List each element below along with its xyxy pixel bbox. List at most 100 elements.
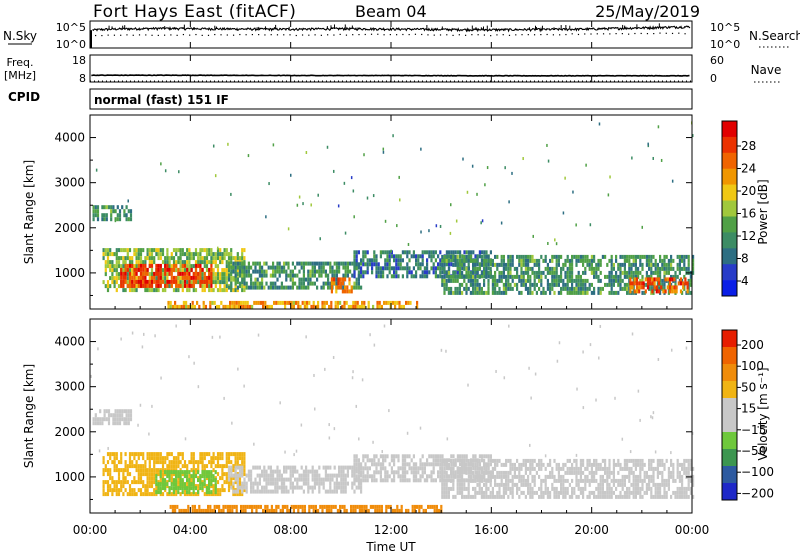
heatmap-cell xyxy=(571,470,574,475)
heatmap-cell xyxy=(398,508,401,513)
heatmap-cell xyxy=(478,478,481,483)
heatmap-cell xyxy=(401,478,404,483)
heatmap-cell xyxy=(150,248,154,253)
heatmap-cell xyxy=(285,277,288,282)
heatmap-cell xyxy=(113,452,116,457)
range-tick-label: 4000 xyxy=(54,131,85,145)
heatmap-cell xyxy=(131,260,134,265)
heatmap-cell xyxy=(353,462,356,467)
heatmap-scatter-cell xyxy=(621,437,624,441)
heatmap-cell xyxy=(190,460,193,465)
heatmap-cell xyxy=(230,265,233,270)
heatmap-cell xyxy=(241,469,244,474)
heatmap-cell xyxy=(474,454,477,459)
heatmap-cell xyxy=(483,466,486,471)
heatmap-cell xyxy=(663,462,666,467)
heatmap-cell xyxy=(179,260,182,265)
heatmap-cell xyxy=(416,300,419,305)
heatmap-cell xyxy=(208,252,211,257)
heatmap-cell xyxy=(280,481,283,486)
heatmap-cell xyxy=(450,474,453,479)
heatmap-cell xyxy=(153,456,156,461)
heatmap-cell xyxy=(608,486,611,491)
heatmap-cell xyxy=(461,490,464,495)
heatmap-cell xyxy=(294,469,297,474)
heatmap-cell xyxy=(122,260,125,265)
heatmap-cell xyxy=(674,270,677,275)
heatmap-cell xyxy=(179,486,182,491)
heatmap-cell xyxy=(297,508,300,513)
heatmap-cell xyxy=(679,281,683,286)
heatmap-cell xyxy=(619,274,622,279)
heatmap-cell xyxy=(610,494,613,499)
colorbar-segment xyxy=(722,330,737,348)
heatmap-cell xyxy=(362,466,365,471)
heatmap-cell xyxy=(214,264,217,269)
heatmap-cell xyxy=(227,268,231,273)
heatmap-cell xyxy=(243,288,246,293)
heatmap-cell xyxy=(150,268,154,273)
heatmap-cell xyxy=(258,477,261,482)
heatmap-cell xyxy=(685,266,688,271)
heatmap-cell xyxy=(258,489,261,494)
heatmap-cell xyxy=(171,508,174,513)
heatmap-cell xyxy=(441,466,444,471)
heatmap-cell xyxy=(685,494,688,499)
heatmap-cell xyxy=(557,262,560,267)
heatmap-cell xyxy=(524,462,527,467)
heatmap-cell xyxy=(673,289,676,294)
heatmap-cell xyxy=(619,494,622,499)
heatmap-cell xyxy=(441,266,444,271)
heatmap-cell xyxy=(155,267,158,272)
heatmap-cell xyxy=(102,492,105,497)
heatmap-cell xyxy=(181,464,184,469)
range-tick-label: 2000 xyxy=(54,425,85,439)
heatmap-cell xyxy=(261,265,264,270)
heatmap-cell xyxy=(582,278,585,283)
heatmap-scatter-cell xyxy=(296,203,299,207)
heatmap-cell xyxy=(216,264,220,269)
heatmap-cell xyxy=(582,290,585,295)
heatmap-cell xyxy=(485,482,488,487)
heatmap-cell xyxy=(250,281,253,286)
noise-search-point xyxy=(552,34,554,36)
heatmap-cell xyxy=(568,458,571,463)
heatmap-cell xyxy=(472,478,475,483)
heatmap-cell xyxy=(472,266,475,271)
heatmap-cell xyxy=(652,458,655,463)
heatmap-cell xyxy=(192,460,195,465)
heatmap-cell xyxy=(230,288,233,293)
heatmap-cell xyxy=(105,217,108,222)
heatmap-cell xyxy=(531,462,534,467)
heatmap-cell xyxy=(367,300,370,305)
heatmap-cell xyxy=(672,478,675,483)
heatmap-cell xyxy=(454,278,457,283)
heatmap-cell xyxy=(472,278,475,283)
heatmap-cell xyxy=(590,270,593,275)
heatmap-cell xyxy=(456,278,459,283)
heatmap-cell xyxy=(645,470,648,475)
heatmap-cell xyxy=(125,413,128,418)
heatmap-cell xyxy=(538,278,541,283)
heatmap-cell xyxy=(441,258,444,263)
heatmap-cell xyxy=(124,260,127,265)
heatmap-cell xyxy=(126,256,129,261)
heatmap-cell xyxy=(535,258,538,263)
heatmap-cell xyxy=(459,474,462,479)
heatmap-cell xyxy=(214,280,217,285)
heatmap-cell xyxy=(579,458,582,463)
heatmap-cell xyxy=(167,300,170,305)
heatmap-cell xyxy=(219,276,222,281)
heatmap-scatter-cell xyxy=(160,162,162,166)
heatmap-scatter-cell xyxy=(399,198,401,202)
heatmap-cell xyxy=(104,248,107,253)
heatmap-cell xyxy=(175,456,178,461)
heatmap-scatter-cell xyxy=(500,221,503,225)
heatmap-cell xyxy=(562,462,565,467)
heatmap-cell xyxy=(168,284,171,289)
heatmap-cell xyxy=(115,452,118,457)
heatmap-cell xyxy=(655,289,658,294)
noise-search-point xyxy=(157,34,159,37)
heatmap-cell xyxy=(128,283,132,288)
heatmap-cell xyxy=(533,262,536,267)
